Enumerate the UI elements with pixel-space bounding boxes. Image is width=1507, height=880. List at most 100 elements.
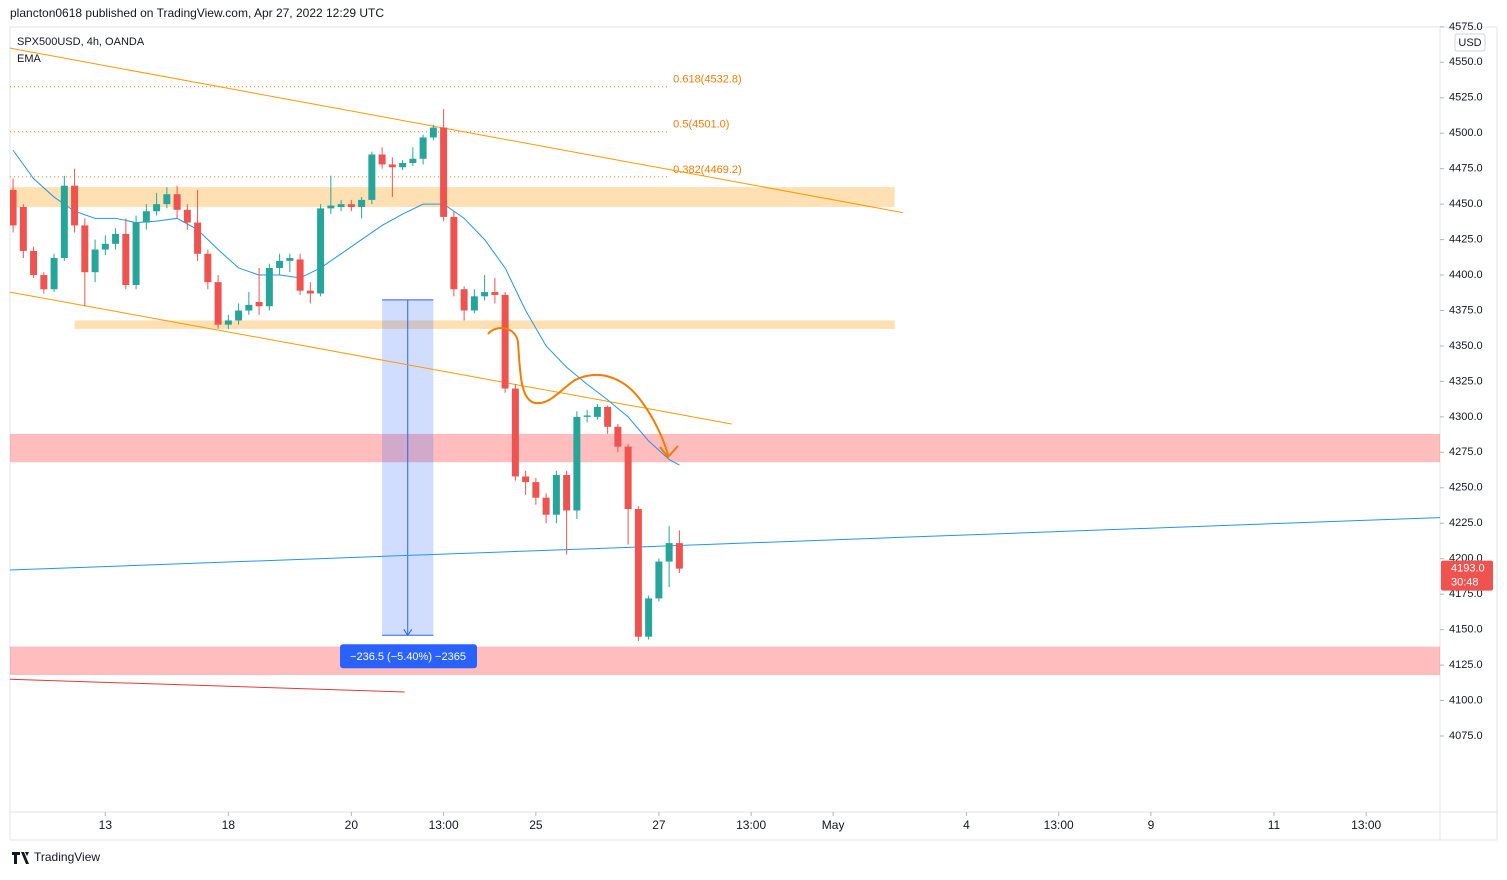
candle-body: [675, 543, 683, 569]
x-tick-label: 25: [529, 818, 543, 832]
plot-area: 0.886(4604.9)0.786(4578.0)0.618(4532.8)0…: [10, 10, 1440, 693]
candle-body: [347, 204, 355, 207]
candle-body: [378, 154, 386, 165]
candle-body: [491, 292, 499, 295]
y-tick-label: 4075.0: [1449, 730, 1483, 742]
candle-body: [358, 199, 366, 207]
x-tick-label: 13:00: [1351, 818, 1381, 832]
y-tick-label: 4375.0: [1449, 304, 1483, 316]
candle-body: [593, 406, 601, 417]
freehand-arrow: [659, 445, 679, 459]
trend-line: [10, 291, 732, 425]
y-tick-label: 4300.0: [1449, 411, 1483, 423]
frame: [9, 26, 1498, 841]
measure-label-box: [340, 644, 477, 669]
zone: [10, 187, 895, 207]
candle-body: [542, 497, 550, 515]
publish-header: plancton0618 published on TradingView.co…: [10, 6, 384, 20]
candle-body: [501, 294, 509, 389]
measure-label: −236.5 (−5.40%) −2365: [350, 651, 466, 663]
candle-body: [112, 233, 120, 244]
last-price-label: 4193.0: [1451, 563, 1485, 575]
y-tick-label: 4525.0: [1449, 92, 1483, 104]
fib-label: 0.382(4469.2): [673, 164, 742, 176]
fib-label: 0.786(4578.0): [673, 10, 742, 22]
candle-body: [624, 446, 632, 510]
candle-body: [142, 211, 150, 223]
x-tick-label: 13:00: [736, 818, 766, 832]
candle-body: [19, 206, 27, 251]
candle-body: [214, 282, 222, 325]
fib-label: 0.5(4501.0): [673, 119, 729, 131]
candle-body: [337, 204, 345, 207]
candle-body: [655, 561, 663, 599]
candle-body: [163, 194, 171, 205]
last-price-box: [1441, 560, 1493, 591]
candle-body: [460, 289, 468, 311]
currency-label[interactable]: USD: [1458, 37, 1481, 49]
candle-body: [429, 127, 437, 138]
candle-body: [604, 406, 612, 427]
x-tick-label: 13: [99, 818, 113, 832]
candle-body: [306, 290, 314, 294]
y-tick-label: 4550.0: [1449, 56, 1483, 68]
x-tick-label: 13:00: [1044, 818, 1074, 832]
y-tick-label: 4575.0: [1449, 21, 1483, 33]
y-tick-label: 4475.0: [1449, 163, 1483, 175]
y-tick-label: 4250.0: [1449, 482, 1483, 494]
candle-body: [101, 243, 109, 250]
candle-body: [573, 416, 581, 511]
candle-body: [440, 127, 448, 217]
candle-body: [563, 475, 571, 511]
y-tick-label: 4350.0: [1449, 340, 1483, 352]
symbol-legend: SPX500USD, 4h, OANDA: [17, 36, 145, 48]
y-tick-label: 4325.0: [1449, 375, 1483, 387]
candle-body: [50, 258, 58, 290]
candle-body: [470, 296, 478, 311]
y-tick-label: 4225.0: [1449, 517, 1483, 529]
x-tick-label: 20: [345, 818, 359, 832]
candle-body: [583, 415, 591, 417]
tv-logo: [12, 852, 29, 864]
candle-body: [368, 154, 376, 200]
x-tick-label: 27: [652, 818, 666, 832]
overlays: −236.5 (−5.40%) −2365: [340, 327, 679, 669]
candle-body: [276, 260, 284, 268]
candle-body: [388, 164, 396, 168]
candle-body: [71, 185, 79, 226]
candle-body: [173, 194, 181, 210]
candle-body: [419, 137, 427, 159]
candle-body: [10, 189, 17, 226]
candle-body: [60, 185, 68, 259]
y-tick-label: 4425.0: [1449, 234, 1483, 246]
candle-body: [183, 209, 191, 223]
y-tick-label: 4175.0: [1449, 588, 1483, 600]
trend-line: [10, 517, 1440, 571]
footer-brand: TradingView: [34, 850, 100, 864]
currency-button[interactable]: [1454, 33, 1486, 52]
candle-body: [450, 216, 458, 290]
x-tick-label: 11: [1268, 818, 1281, 832]
candle-body: [614, 426, 622, 447]
ema-legend: EMA: [17, 53, 42, 65]
candle-body: [286, 258, 294, 261]
candle-body: [665, 543, 673, 562]
candle-body: [552, 475, 560, 515]
candle-body: [245, 304, 253, 311]
y-tick-label: 4150.0: [1449, 624, 1483, 636]
candle-body: [511, 388, 519, 477]
x-tick-label: 18: [222, 818, 236, 832]
candle-body: [265, 267, 273, 307]
candle-body: [645, 598, 653, 637]
candle-body: [296, 259, 304, 291]
candle-body: [235, 310, 243, 321]
freehand-curve: [487, 327, 669, 456]
candle-body: [634, 509, 642, 637]
measure-arrowhead: [403, 629, 413, 637]
candle-body: [194, 222, 202, 254]
trend-line: [10, 678, 405, 693]
y-tick-label: 4125.0: [1449, 659, 1483, 671]
y-tick-label: 4500.0: [1449, 127, 1483, 139]
candle-body: [522, 476, 530, 483]
